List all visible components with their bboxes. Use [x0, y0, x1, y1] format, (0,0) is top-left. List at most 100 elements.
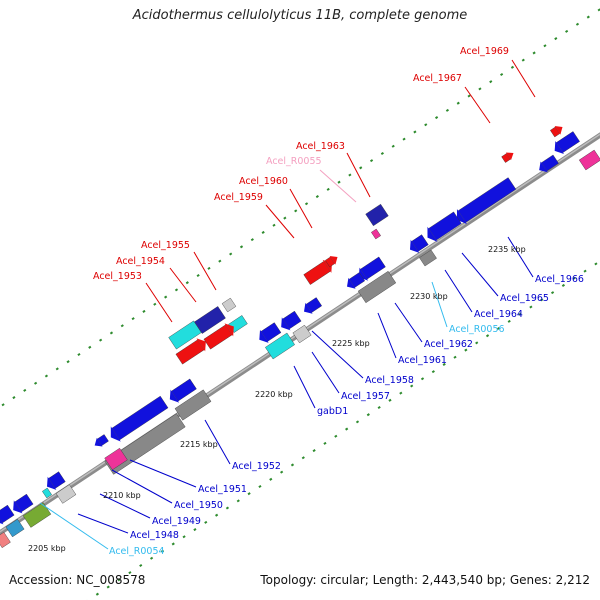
- gene-block[interactable]: [357, 270, 397, 304]
- gene-block[interactable]: [221, 297, 237, 313]
- track-dot: [402, 137, 406, 141]
- gene-block[interactable]: [346, 272, 366, 289]
- gene-label[interactable]: Acel_1952: [232, 461, 281, 472]
- track-dot: [334, 434, 338, 438]
- track-dot: [139, 563, 143, 567]
- gene-block[interactable]: [259, 322, 282, 343]
- gene-body: [221, 297, 237, 313]
- gene-arrowhead: [0, 519, 4, 525]
- track-dot: [572, 276, 576, 280]
- gene-block[interactable]: [578, 149, 600, 171]
- gene-label[interactable]: Acel_1963: [296, 141, 345, 152]
- gene-label[interactable]: gabD1: [317, 406, 348, 417]
- gene-block[interactable]: [94, 434, 109, 447]
- gene-arrowhead: [196, 338, 206, 352]
- track-dot: [540, 298, 544, 302]
- map-title: Acidothermus cellulolyticus 11B, complet…: [132, 8, 468, 23]
- label-leader-line: [311, 330, 364, 379]
- gene-block[interactable]: [169, 378, 197, 403]
- label-leader-line: [265, 204, 295, 239]
- gene-block[interactable]: [55, 484, 77, 504]
- label-leader-line: [464, 86, 491, 124]
- gene-block[interactable]: [365, 203, 389, 227]
- scale-tick-label: 2230 kbp: [410, 292, 448, 301]
- track-dot: [117, 578, 121, 582]
- gene-block[interactable]: [42, 487, 52, 499]
- track-dot: [424, 123, 428, 127]
- gene-label[interactable]: Acel_1969: [460, 46, 509, 57]
- accession-text: Accession: NC_008578: [9, 573, 146, 587]
- track-dot: [33, 381, 38, 385]
- gene-block[interactable]: [303, 297, 323, 314]
- gene-label[interactable]: Acel_1954: [116, 256, 165, 267]
- gene-block[interactable]: [554, 131, 580, 155]
- gene-block[interactable]: [427, 211, 462, 242]
- gene-label[interactable]: Acel_1950: [174, 500, 223, 511]
- scale-tick-label: 2215 kbp: [180, 440, 218, 449]
- track-dot: [348, 173, 352, 177]
- track-dot: [377, 405, 381, 410]
- gene-block[interactable]: [203, 323, 234, 350]
- gene-block[interactable]: [104, 447, 128, 471]
- gene-block[interactable]: [0, 531, 11, 549]
- track-dot: [95, 592, 99, 596]
- gene-block[interactable]: [175, 338, 206, 365]
- gene-label[interactable]: Acel_R0056: [449, 324, 505, 335]
- gene-label[interactable]: Acel_1960: [239, 176, 288, 187]
- gene-label[interactable]: Acel_1959: [214, 192, 263, 203]
- gene-block[interactable]: [501, 152, 514, 163]
- track-dot: [413, 130, 417, 134]
- gene-block[interactable]: [539, 154, 559, 173]
- gene-block[interactable]: [194, 306, 226, 334]
- gene-label[interactable]: Acel_1949: [152, 516, 201, 527]
- gene-block[interactable]: [409, 234, 429, 253]
- gene-label[interactable]: Acel_R0055: [266, 156, 322, 167]
- gene-block[interactable]: [265, 332, 295, 360]
- gene-body: [578, 149, 600, 171]
- gene-block[interactable]: [456, 177, 517, 225]
- track-dot: [315, 195, 319, 199]
- gene-body: [14, 493, 34, 513]
- gene-block[interactable]: [292, 324, 312, 344]
- gene-label[interactable]: Acel_1957: [341, 391, 390, 402]
- gene-block[interactable]: [174, 389, 212, 421]
- gene-block[interactable]: [550, 126, 563, 138]
- gene-label[interactable]: Acel_1966: [535, 274, 584, 285]
- gene-label[interactable]: Acel_1953: [93, 271, 142, 282]
- track-dot: [442, 362, 446, 366]
- label-leader-line: [204, 419, 231, 465]
- gene-label[interactable]: Acel_1961: [398, 355, 447, 366]
- gene-block[interactable]: [371, 228, 381, 240]
- feature-layer: [0, 126, 600, 549]
- gene-label[interactable]: Acel_1967: [413, 73, 462, 84]
- track-dot: [575, 22, 580, 26]
- gene-block[interactable]: [325, 256, 338, 268]
- track-dot: [543, 44, 547, 48]
- track-dot: [247, 492, 251, 496]
- gene-label[interactable]: Acel_1958: [365, 375, 414, 386]
- gene-label[interactable]: Acel_1951: [198, 484, 247, 495]
- gene-body: [0, 504, 15, 524]
- gene-label[interactable]: Acel_1955: [141, 240, 190, 251]
- gene-label[interactable]: Acel_1964: [474, 309, 523, 320]
- scale-tick-label: 2210 kbp: [103, 491, 141, 500]
- track-dot: [185, 281, 189, 285]
- gene-block[interactable]: [110, 395, 169, 442]
- track-dot: [23, 388, 27, 392]
- gene-block[interactable]: [5, 518, 25, 538]
- track-dot: [507, 319, 511, 323]
- track-dot: [160, 549, 165, 553]
- gene-block[interactable]: [281, 310, 302, 331]
- track-dot: [269, 477, 273, 481]
- label-leader-line: [39, 502, 109, 550]
- gene-block[interactable]: [13, 493, 34, 514]
- gene-block[interactable]: [22, 502, 52, 528]
- gene-label[interactable]: Acel_1962: [424, 339, 473, 350]
- gene-block[interactable]: [0, 504, 15, 525]
- gene-label[interactable]: Acel_1965: [500, 293, 549, 304]
- label-leader-line: [99, 493, 151, 519]
- gene-block[interactable]: [46, 471, 66, 490]
- gene-label[interactable]: Acel_R0054: [109, 546, 165, 557]
- gene-block[interactable]: [419, 249, 437, 267]
- gene-label[interactable]: Acel_1948: [130, 530, 179, 541]
